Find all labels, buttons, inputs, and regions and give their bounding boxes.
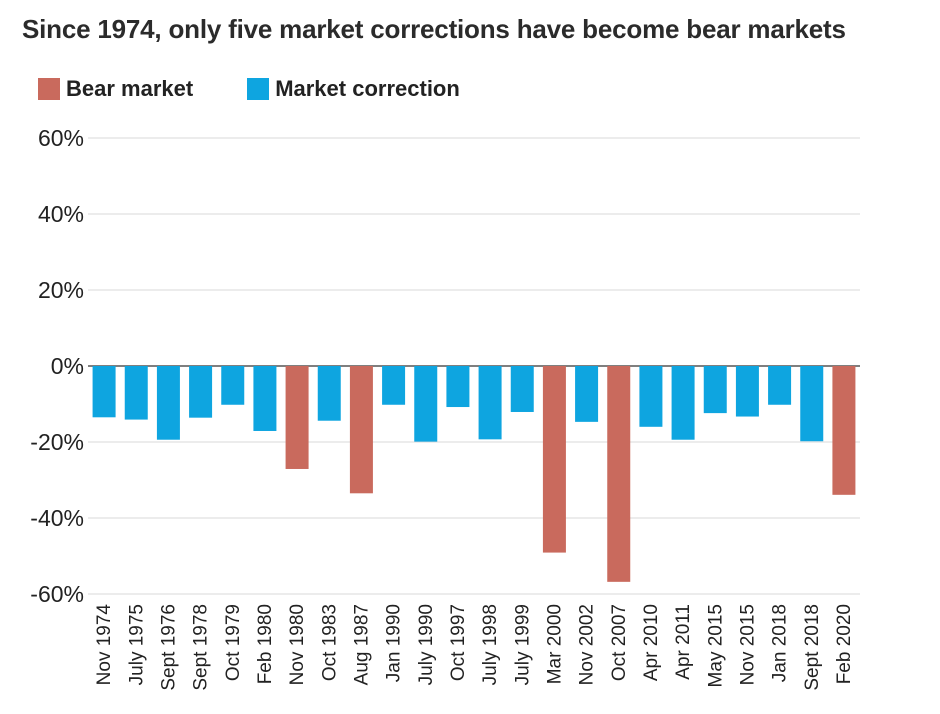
legend-label-market-correction: Market correction [275,76,460,101]
y-tick-label: 40% [38,201,84,227]
bar [414,366,438,442]
x-tick-label: Aug 1987 [351,604,372,685]
bar [446,366,470,408]
chart-title: Since 1974, only five market corrections… [22,14,846,44]
x-tick-label: July 1975 [126,604,147,685]
bar [189,366,213,418]
y-tick-label: -60% [30,581,84,607]
x-tick-label: Oct 1979 [223,604,244,681]
bar [156,366,180,440]
legend-item-bear-market: Bear market [38,76,193,102]
x-tick-label: Nov 1980 [287,604,308,685]
bar [703,366,727,414]
bar [124,366,148,420]
chart-legend: Bear market Market correction [38,76,514,102]
bar [542,366,566,553]
x-tick-label: Feb 2020 [834,604,855,684]
bar [285,366,309,469]
x-tick-label: Jan 1990 [384,604,405,682]
bar [253,366,277,431]
bar [221,366,245,405]
bar [671,366,695,440]
y-tick-label: 0% [51,353,84,379]
y-tick-label: 60% [38,125,84,151]
x-tick-label: July 1990 [416,604,437,685]
bar [639,366,663,427]
bar [510,366,534,412]
bar [92,366,116,418]
x-tick-label: May 2015 [705,604,726,687]
x-tick-label: Feb 1980 [255,604,276,684]
x-tick-label: Nov 2015 [737,604,758,685]
bar [382,366,406,405]
legend-swatch-market-correction [247,78,270,100]
y-tick-label: -20% [30,429,84,455]
x-tick-label: Nov 1974 [94,604,115,686]
y-tick-label: -40% [30,505,84,531]
x-tick-label: Oct 1997 [448,604,469,681]
bar [349,366,373,494]
bar [478,366,502,440]
x-tick-label: Sept 1978 [191,604,212,691]
x-tick-label: Sept 2018 [802,604,823,691]
x-tick-label: Jan 2018 [770,604,791,682]
x-tick-label: July 1998 [480,604,501,685]
bar [832,366,856,495]
x-tick-label: Mar 2000 [544,604,565,684]
x-tick-label: Nov 2002 [577,604,598,685]
bar [575,366,599,422]
x-tick-label: Oct 2007 [609,604,630,681]
x-tick-label: Sept 1976 [158,604,179,691]
bar [768,366,792,405]
x-tick-label: Oct 1983 [319,604,340,681]
legend-swatch-bear-market [38,78,60,100]
x-tick-label: Apr 2010 [641,604,662,681]
bar [317,366,341,421]
bar [800,366,824,442]
legend-label-bear-market: Bear market [66,76,194,101]
bar [607,366,631,582]
legend-item-market-correction: Market correction [247,76,460,102]
y-tick-label: 20% [38,277,84,303]
x-tick-label: Apr 2011 [673,604,694,680]
x-tick-label: July 1999 [512,604,533,685]
bar [735,366,759,417]
